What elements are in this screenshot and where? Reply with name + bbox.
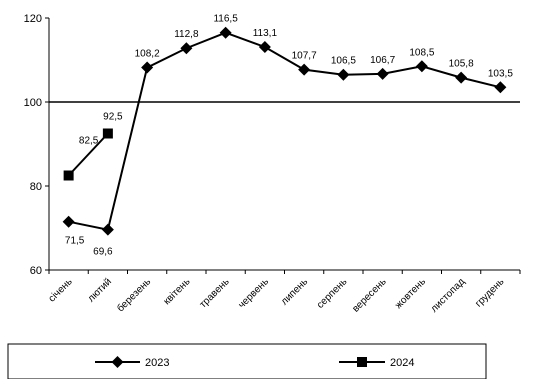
x-tick-label: грудень: [473, 276, 506, 309]
data-point-2023: [376, 67, 389, 80]
data-label-2023: 112,8: [174, 29, 199, 40]
data-point-2024: [63, 170, 74, 181]
x-tick-label: вересень: [350, 276, 388, 314]
y-tick-label: 80: [30, 181, 42, 193]
data-point-2023: [141, 61, 154, 74]
x-tick-label: лютий: [86, 276, 114, 304]
data-point-2023: [298, 63, 311, 76]
y-tick-label: 60: [30, 265, 42, 277]
data-label-2023: 103,5: [488, 68, 513, 79]
x-tick-label: жовтень: [393, 276, 428, 311]
data-label-2023: 108,5: [409, 47, 434, 58]
data-label-2023: 116,5: [213, 14, 238, 25]
data-label-2023: 113,1: [253, 28, 278, 39]
x-tick-label: липень: [279, 276, 310, 307]
data-point-2023: [180, 42, 193, 55]
data-label-2023: 106,7: [370, 55, 395, 66]
legend-box: [7, 343, 487, 379]
data-point-2023: [219, 26, 232, 39]
data-label-2023: 71,5: [65, 236, 85, 247]
legend-label-2023: 2023: [145, 357, 169, 369]
x-tick-label: квітень: [162, 276, 193, 307]
data-label-2023: 105,8: [449, 59, 474, 70]
legend-label-2024: 2024: [390, 357, 414, 369]
data-point-2023: [415, 60, 428, 73]
x-tick-label: травень: [198, 276, 232, 310]
data-label-2024: 92,5: [103, 112, 123, 123]
data-point-2023: [337, 68, 350, 81]
data-point-2023: [258, 40, 271, 53]
data-point-2023: [62, 215, 75, 228]
x-tick-label: січень: [47, 276, 75, 304]
data-point-2023: [494, 81, 507, 94]
y-tick-label: 120: [24, 13, 42, 25]
legend-marker-2024: [357, 357, 367, 367]
legend-marker-2023: [111, 356, 124, 368]
x-tick-label: листопад: [429, 276, 467, 314]
data-label-2024: 82,5: [79, 136, 99, 147]
data-point-2023: [101, 223, 114, 236]
x-tick-label: серпень: [315, 276, 350, 311]
x-tick-label: червень: [236, 276, 271, 311]
data-label-2023: 108,2: [135, 49, 160, 60]
data-point-2024: [102, 128, 113, 139]
data-label-2023: 106,5: [331, 56, 356, 67]
series-line-2024: [67, 132, 109, 177]
data-label-2023: 107,7: [292, 51, 317, 62]
x-tick-label: березень: [114, 276, 153, 315]
series-line-2023: [68, 31, 501, 231]
data-label-2023: 69,6: [93, 247, 113, 258]
y-tick-label: 100: [24, 97, 42, 109]
data-point-2023: [455, 71, 468, 84]
